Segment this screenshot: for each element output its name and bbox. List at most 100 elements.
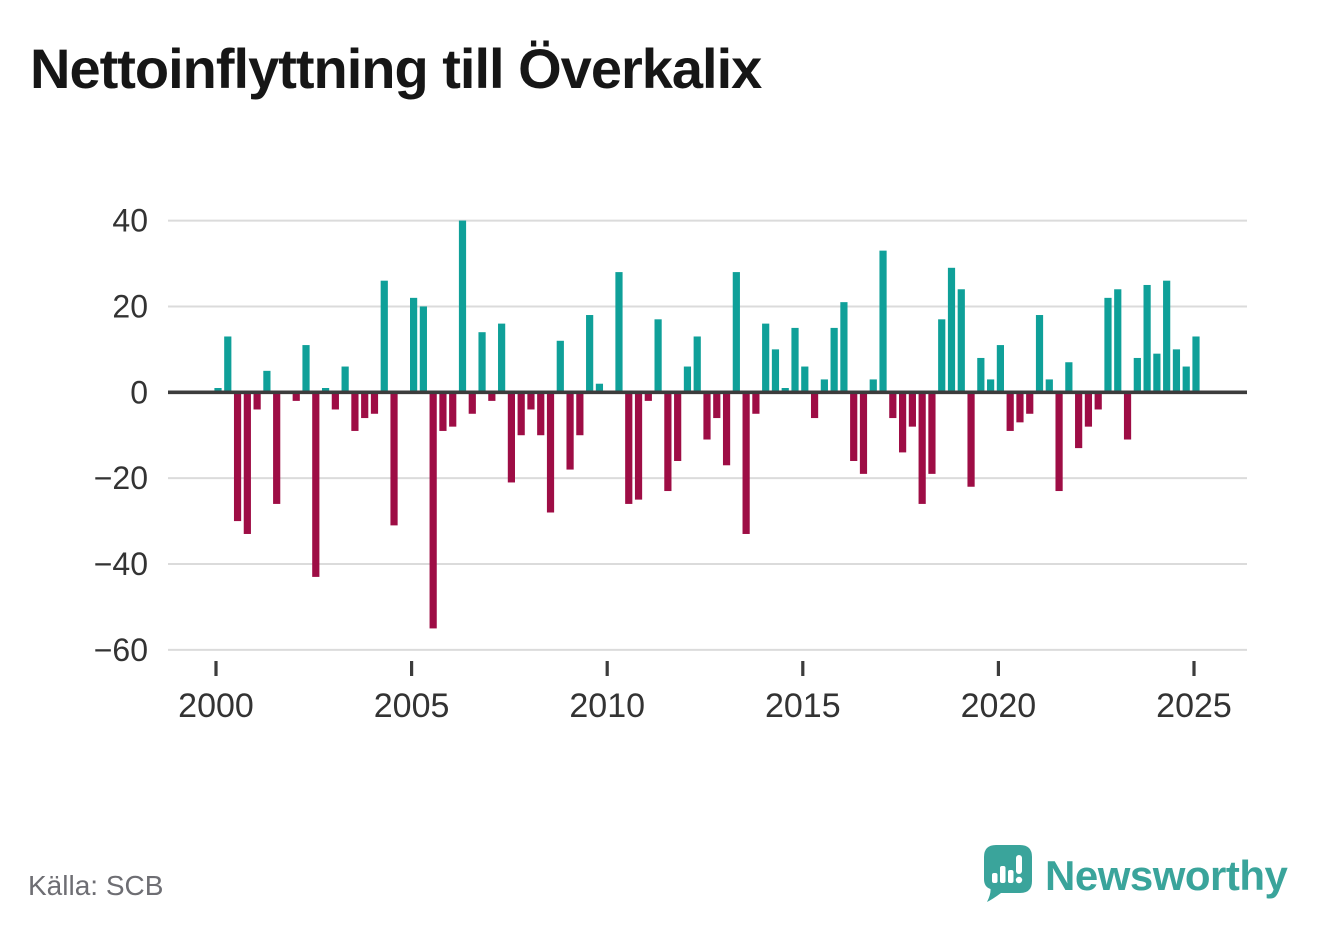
x-axis-label-2015: 2015 [765,687,841,725]
bar-2000Q2 [224,336,232,393]
bar-2012Q1 [683,366,692,393]
bar-2016Q1 [840,302,848,393]
bar-2022Q4 [1104,297,1112,393]
y-axis-label--60: −60 [94,632,148,668]
bar-2019Q4 [987,379,995,393]
bar-2002Q3 [312,392,320,577]
bar-2022Q1 [1075,392,1083,449]
bar-2014Q2 [771,349,780,393]
bar-2023Q4 [1143,284,1151,393]
bar-2004Q3 [390,392,398,526]
bar-2012Q2 [693,336,701,393]
bar-2017Q1 [879,250,887,393]
bar-2004Q1 [370,392,379,414]
bar-2024Q3 [1172,349,1181,393]
bar-2003Q2 [341,366,349,393]
bar-2016Q4 [869,379,877,393]
bar-2021Q3 [1055,392,1063,492]
bar-2017Q4 [908,392,916,427]
bar-2019Q2 [967,392,975,487]
bar-2020Q2 [1006,392,1014,431]
bar-2005Q1 [410,297,418,393]
bar-2008Q3 [546,392,555,513]
bar-2006Q4 [478,332,486,393]
bar-2011Q1 [644,392,652,401]
bar-2004Q2 [380,280,388,393]
bar-2010Q4 [634,392,643,500]
bar-2002Q2 [302,345,310,393]
y-axis-label-40: 40 [112,203,148,239]
y-axis-label-0: 0 [130,374,148,410]
bar-2012Q3 [703,392,711,440]
bar-2006Q2 [458,220,467,393]
y-axis-label--20: −20 [94,460,148,496]
x-axis-label-2000: 2000 [178,687,254,725]
bar-2020Q1 [996,345,1004,393]
bar-2003Q4 [361,392,369,419]
bar-2021Q1 [1035,315,1044,393]
bar-2001Q1 [253,392,261,410]
bar-2014Q1 [762,323,770,393]
bar-2006Q3 [468,392,476,414]
bar-2016Q3 [859,392,868,474]
bar-2007Q2 [498,323,506,393]
bar-2002Q4 [321,388,330,393]
bar-2000Q3 [233,392,242,522]
x-axis-label-2025: 2025 [1156,687,1232,725]
bar-2000Q1 [214,388,222,393]
bar-2007Q1 [488,392,496,401]
bar-2015Q3 [820,379,828,393]
bar-2001Q2 [263,370,271,393]
bar-2003Q3 [351,392,359,431]
x-axis-label-2005: 2005 [374,687,450,725]
brand-footer: Newsworthy [984,845,1288,903]
bar-2006Q1 [449,392,457,427]
bar-2011Q2 [654,319,662,393]
bar-2018Q3 [938,319,946,393]
bar-2011Q3 [664,392,672,492]
bar-2010Q3 [625,392,633,504]
bar-2015Q4 [830,327,838,393]
bar-2013Q2 [732,272,740,393]
source-note: Källa: SCB [28,870,164,901]
bar-2000Q4 [243,392,251,534]
bar-2023Q1 [1114,289,1122,393]
bar-2018Q1 [918,392,926,504]
bar-2012Q4 [713,392,721,419]
bar-2025Q1 [1192,336,1200,393]
y-axis-label--40: −40 [94,546,148,582]
bar-2021Q2 [1045,379,1053,393]
bar-2014Q4 [791,327,799,393]
bar-2007Q3 [507,392,515,483]
x-axis-label-2020: 2020 [961,687,1037,725]
bar-2024Q1 [1153,353,1161,393]
page-title: Nettoinflyttning till Överkalix [30,37,762,100]
bar-2005Q2 [419,306,427,393]
bar-2008Q4 [556,340,564,393]
bar-2013Q3 [742,392,750,534]
bar-2022Q2 [1084,392,1093,427]
bar-2005Q3 [429,392,437,629]
bar-2009Q2 [576,392,584,436]
bar-2017Q3 [899,392,907,453]
bar-2019Q3 [977,357,985,393]
bar-2014Q3 [781,388,789,393]
bar-2024Q2 [1163,280,1171,393]
bar-2018Q4 [947,267,956,393]
bar-2023Q2 [1123,392,1132,440]
bar-2013Q1 [722,392,731,466]
bar-2009Q1 [566,392,574,470]
bar-2001Q3 [273,392,281,504]
bar-2018Q2 [928,392,936,474]
bar-2017Q2 [889,392,897,419]
bar-2020Q3 [1016,392,1024,423]
x-axis-label-2010: 2010 [569,687,645,725]
bar-2024Q4 [1182,366,1190,393]
bar-2023Q3 [1133,357,1141,393]
bar-2015Q1 [801,366,809,393]
bar-2007Q4 [517,392,525,436]
bar-2005Q4 [439,392,447,431]
bar-2013Q4 [752,392,760,414]
